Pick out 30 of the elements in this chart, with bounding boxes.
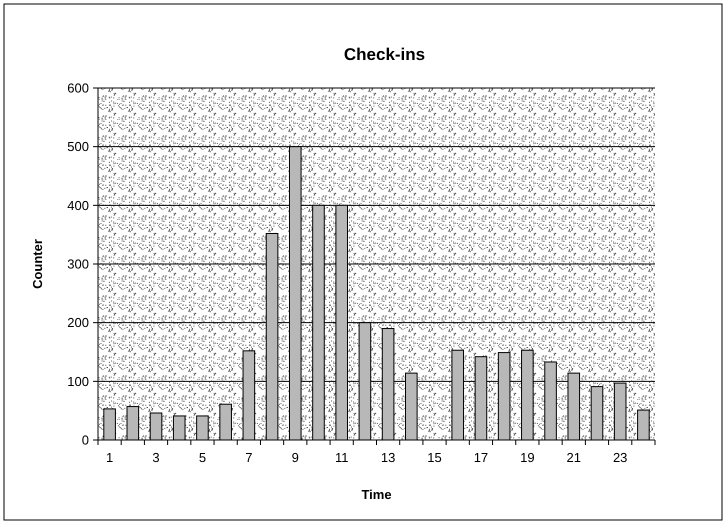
y-tick-label: 400: [67, 198, 89, 213]
bar: [590, 386, 604, 440]
x-tick-label: 9: [292, 450, 299, 465]
y-tick-label: 500: [67, 139, 89, 154]
bar: [219, 404, 232, 440]
bar: [150, 412, 162, 440]
x-tick-label: 17: [474, 450, 488, 465]
x-tick-label: 3: [152, 450, 160, 465]
bar: [172, 415, 186, 440]
x-axis-title: Time: [361, 487, 392, 502]
y-tick-label: 0: [82, 432, 89, 448]
y-axis-title: Counter: [30, 239, 45, 289]
y-tick-label: 300: [67, 256, 89, 272]
y-tick-label: 100: [67, 374, 89, 389]
bar: [126, 406, 140, 440]
bar: [637, 410, 650, 440]
bar: [196, 415, 209, 440]
x-tick-label: 11: [334, 450, 348, 465]
x-tick-label: 5: [198, 450, 206, 465]
x-tick-label: 21: [566, 450, 582, 465]
chart-title: Check-ins: [344, 45, 426, 64]
x-tick-label: 1: [106, 450, 114, 465]
x-tick-label: 13: [380, 450, 396, 465]
x-tick-label: 23: [612, 450, 628, 465]
y-tick-label: 600: [67, 80, 89, 96]
x-tick-label: 19: [520, 450, 535, 465]
x-tick-label: 7: [245, 450, 252, 465]
bar: [103, 408, 116, 440]
y-tick-label: 200: [67, 315, 89, 330]
x-tick-label: 15: [427, 450, 442, 465]
